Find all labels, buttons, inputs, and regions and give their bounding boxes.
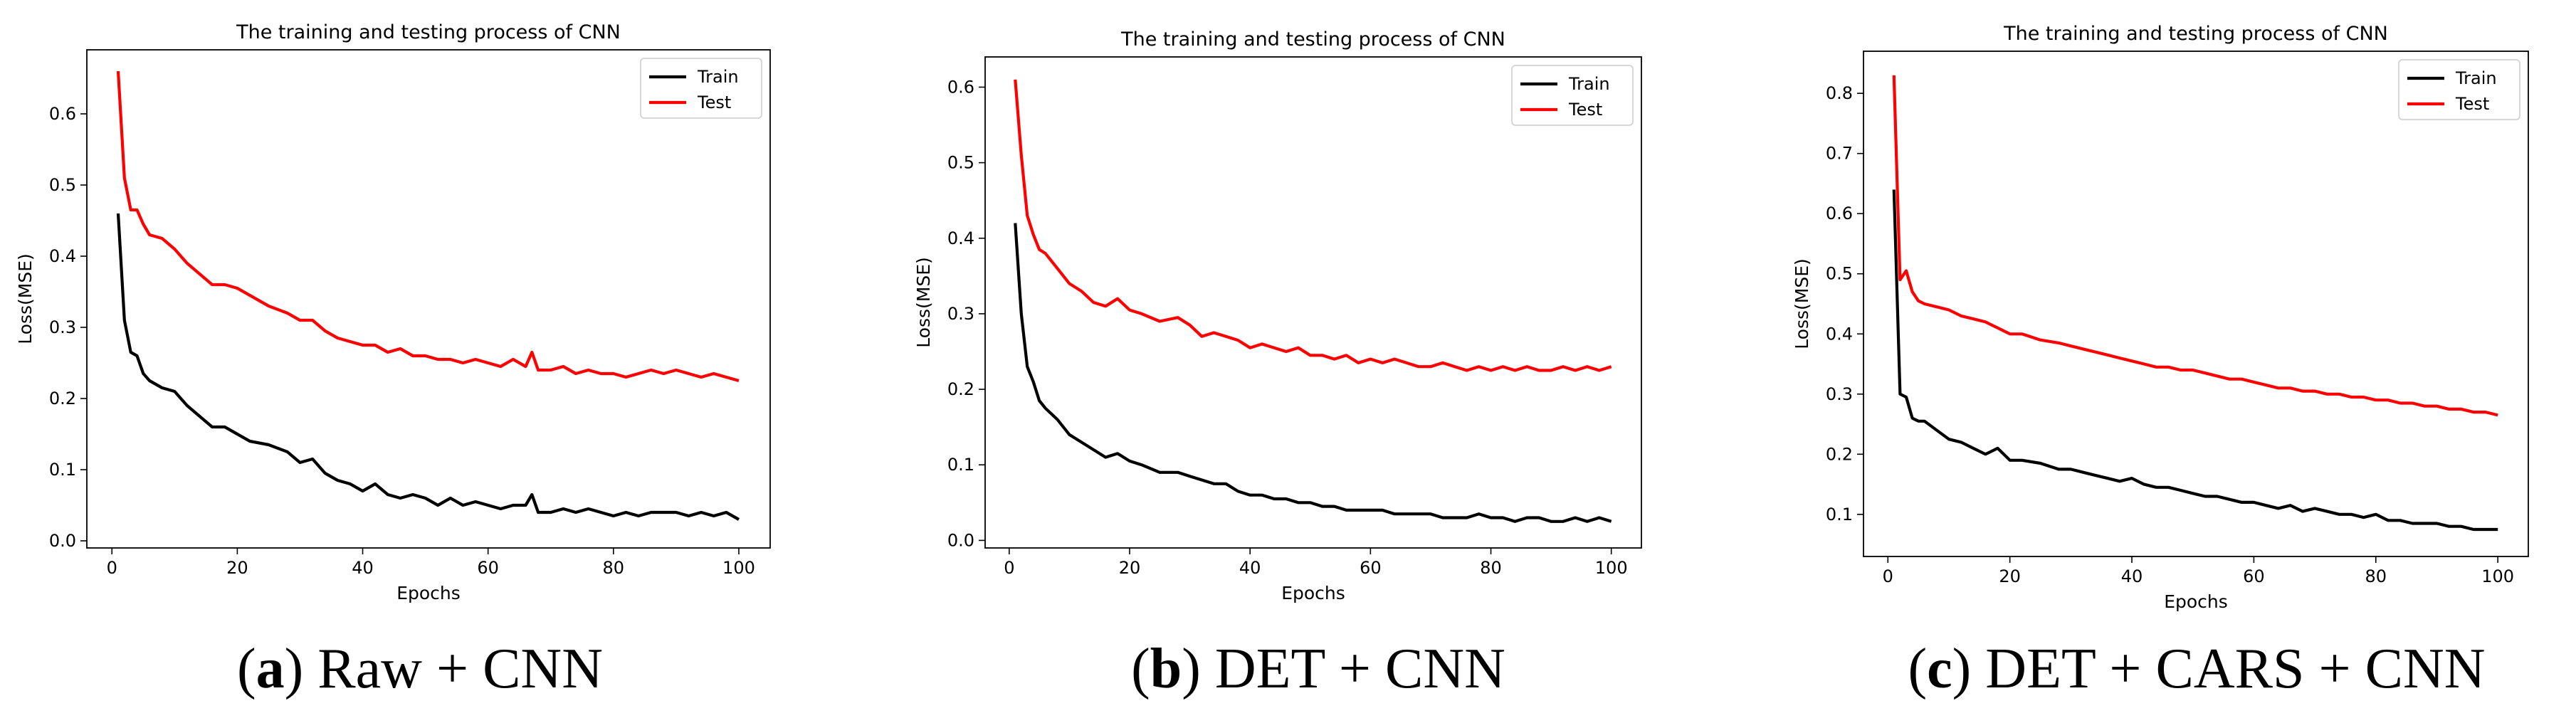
x-tick-label: 100 (2481, 566, 2514, 586)
chart-title: The training and testing process of CNN (2003, 23, 2388, 45)
y-tick-label: 0.2 (947, 379, 974, 399)
x-tick-label: 60 (1360, 558, 1382, 578)
y-tick-label: 0.8 (1826, 83, 1853, 103)
y-tick-label: 0.1 (1826, 505, 1853, 524)
caption-text: Raw + CNN (317, 638, 603, 700)
legend-label-test: Test (1568, 100, 1602, 120)
y-tick-label: 0.5 (49, 175, 76, 195)
legend-label-train: Train (2455, 68, 2497, 88)
caption-text: DET + CNN (1214, 638, 1505, 700)
x-tick-label: 0 (107, 558, 117, 578)
x-tick-label: 60 (2243, 566, 2265, 586)
legend-label-test: Test (2455, 94, 2489, 114)
x-tick-label: 20 (226, 558, 248, 578)
x-tick-label: 0 (1883, 566, 1893, 586)
x-tick-label: 40 (1239, 558, 1261, 578)
caption-c: (c) DET + CARS + CNN (1908, 638, 2486, 700)
caption-text: DET + CARS + CNN (1985, 638, 2486, 700)
x-axis-label: Epochs (2164, 591, 2228, 612)
caption-letter: b (1150, 638, 1182, 700)
legend-label-test: Test (697, 93, 731, 112)
y-tick-label: 0.6 (947, 77, 974, 97)
y-tick-label: 0.5 (1826, 264, 1853, 284)
x-tick-label: 80 (603, 558, 625, 578)
y-tick-label: 0.3 (1826, 384, 1853, 404)
legend-label-train: Train (1568, 74, 1610, 94)
y-tick-label: 0.4 (49, 246, 76, 266)
series-line-train (1014, 223, 1612, 523)
series-line-test (1014, 79, 1612, 372)
x-axis-label: Epochs (1281, 583, 1345, 603)
y-axis-label: Loss(MSE) (913, 257, 934, 348)
x-tick-label: 80 (1480, 558, 1502, 578)
y-tick-label: 0.3 (49, 317, 76, 337)
y-tick-label: 0.4 (947, 228, 974, 248)
y-tick-label: 0.7 (1826, 144, 1853, 164)
x-tick-label: 0 (1004, 558, 1014, 578)
chart-panel-b: The training and testing process of CNN 0… (913, 28, 1642, 603)
y-tick-label: 0.3 (947, 304, 974, 324)
x-tick-label: 100 (722, 558, 755, 578)
x-axis-label: Epochs (396, 583, 461, 603)
y-tick-label: 0.2 (1826, 444, 1853, 464)
caption-letter: c (1927, 638, 1952, 700)
caption-b: (b) DET + CNN (1131, 638, 1505, 700)
y-tick-label: 0.6 (1826, 204, 1853, 223)
plot-frame (86, 49, 771, 549)
chart-title: The training and testing process of CNN (1120, 28, 1505, 51)
x-tick-label: 20 (1119, 558, 1141, 578)
x-tick-label: 40 (2121, 566, 2143, 586)
y-tick-label: 0.0 (947, 530, 974, 550)
legend-label-train: Train (697, 67, 739, 87)
chart-panel-c: The training and testing process of CNN 0… (1792, 23, 2529, 612)
series-line-test (116, 70, 740, 383)
series-line-train (116, 213, 740, 521)
x-tick-label: 40 (352, 558, 374, 578)
series-line-train (1892, 189, 2498, 532)
plot-frame (984, 56, 1642, 549)
chart-title: The training and testing process of CNN (236, 21, 621, 43)
y-tick-label: 0.6 (49, 104, 76, 124)
y-tick-label: 0.5 (947, 153, 974, 173)
y-axis-label: Loss(MSE) (1792, 258, 1812, 349)
x-tick-label: 100 (1595, 558, 1628, 578)
x-tick-label: 20 (1999, 566, 2021, 586)
series-line-test (1892, 75, 2498, 417)
x-tick-label: 80 (2365, 566, 2387, 586)
caption-a: (a) Raw + CNN (237, 638, 603, 700)
y-tick-label: 0.4 (1826, 324, 1853, 344)
y-tick-label: 0.1 (49, 460, 76, 480)
y-tick-label: 0.0 (49, 531, 76, 551)
x-tick-label: 60 (477, 558, 499, 578)
y-tick-label: 0.1 (947, 455, 974, 475)
y-axis-label: Loss(MSE) (15, 253, 36, 344)
caption-letter: a (256, 638, 285, 700)
chart-panel-a: The training and testing process of CNN 0… (15, 21, 771, 603)
plot-frame (1863, 51, 2529, 557)
y-tick-label: 0.2 (49, 389, 76, 408)
